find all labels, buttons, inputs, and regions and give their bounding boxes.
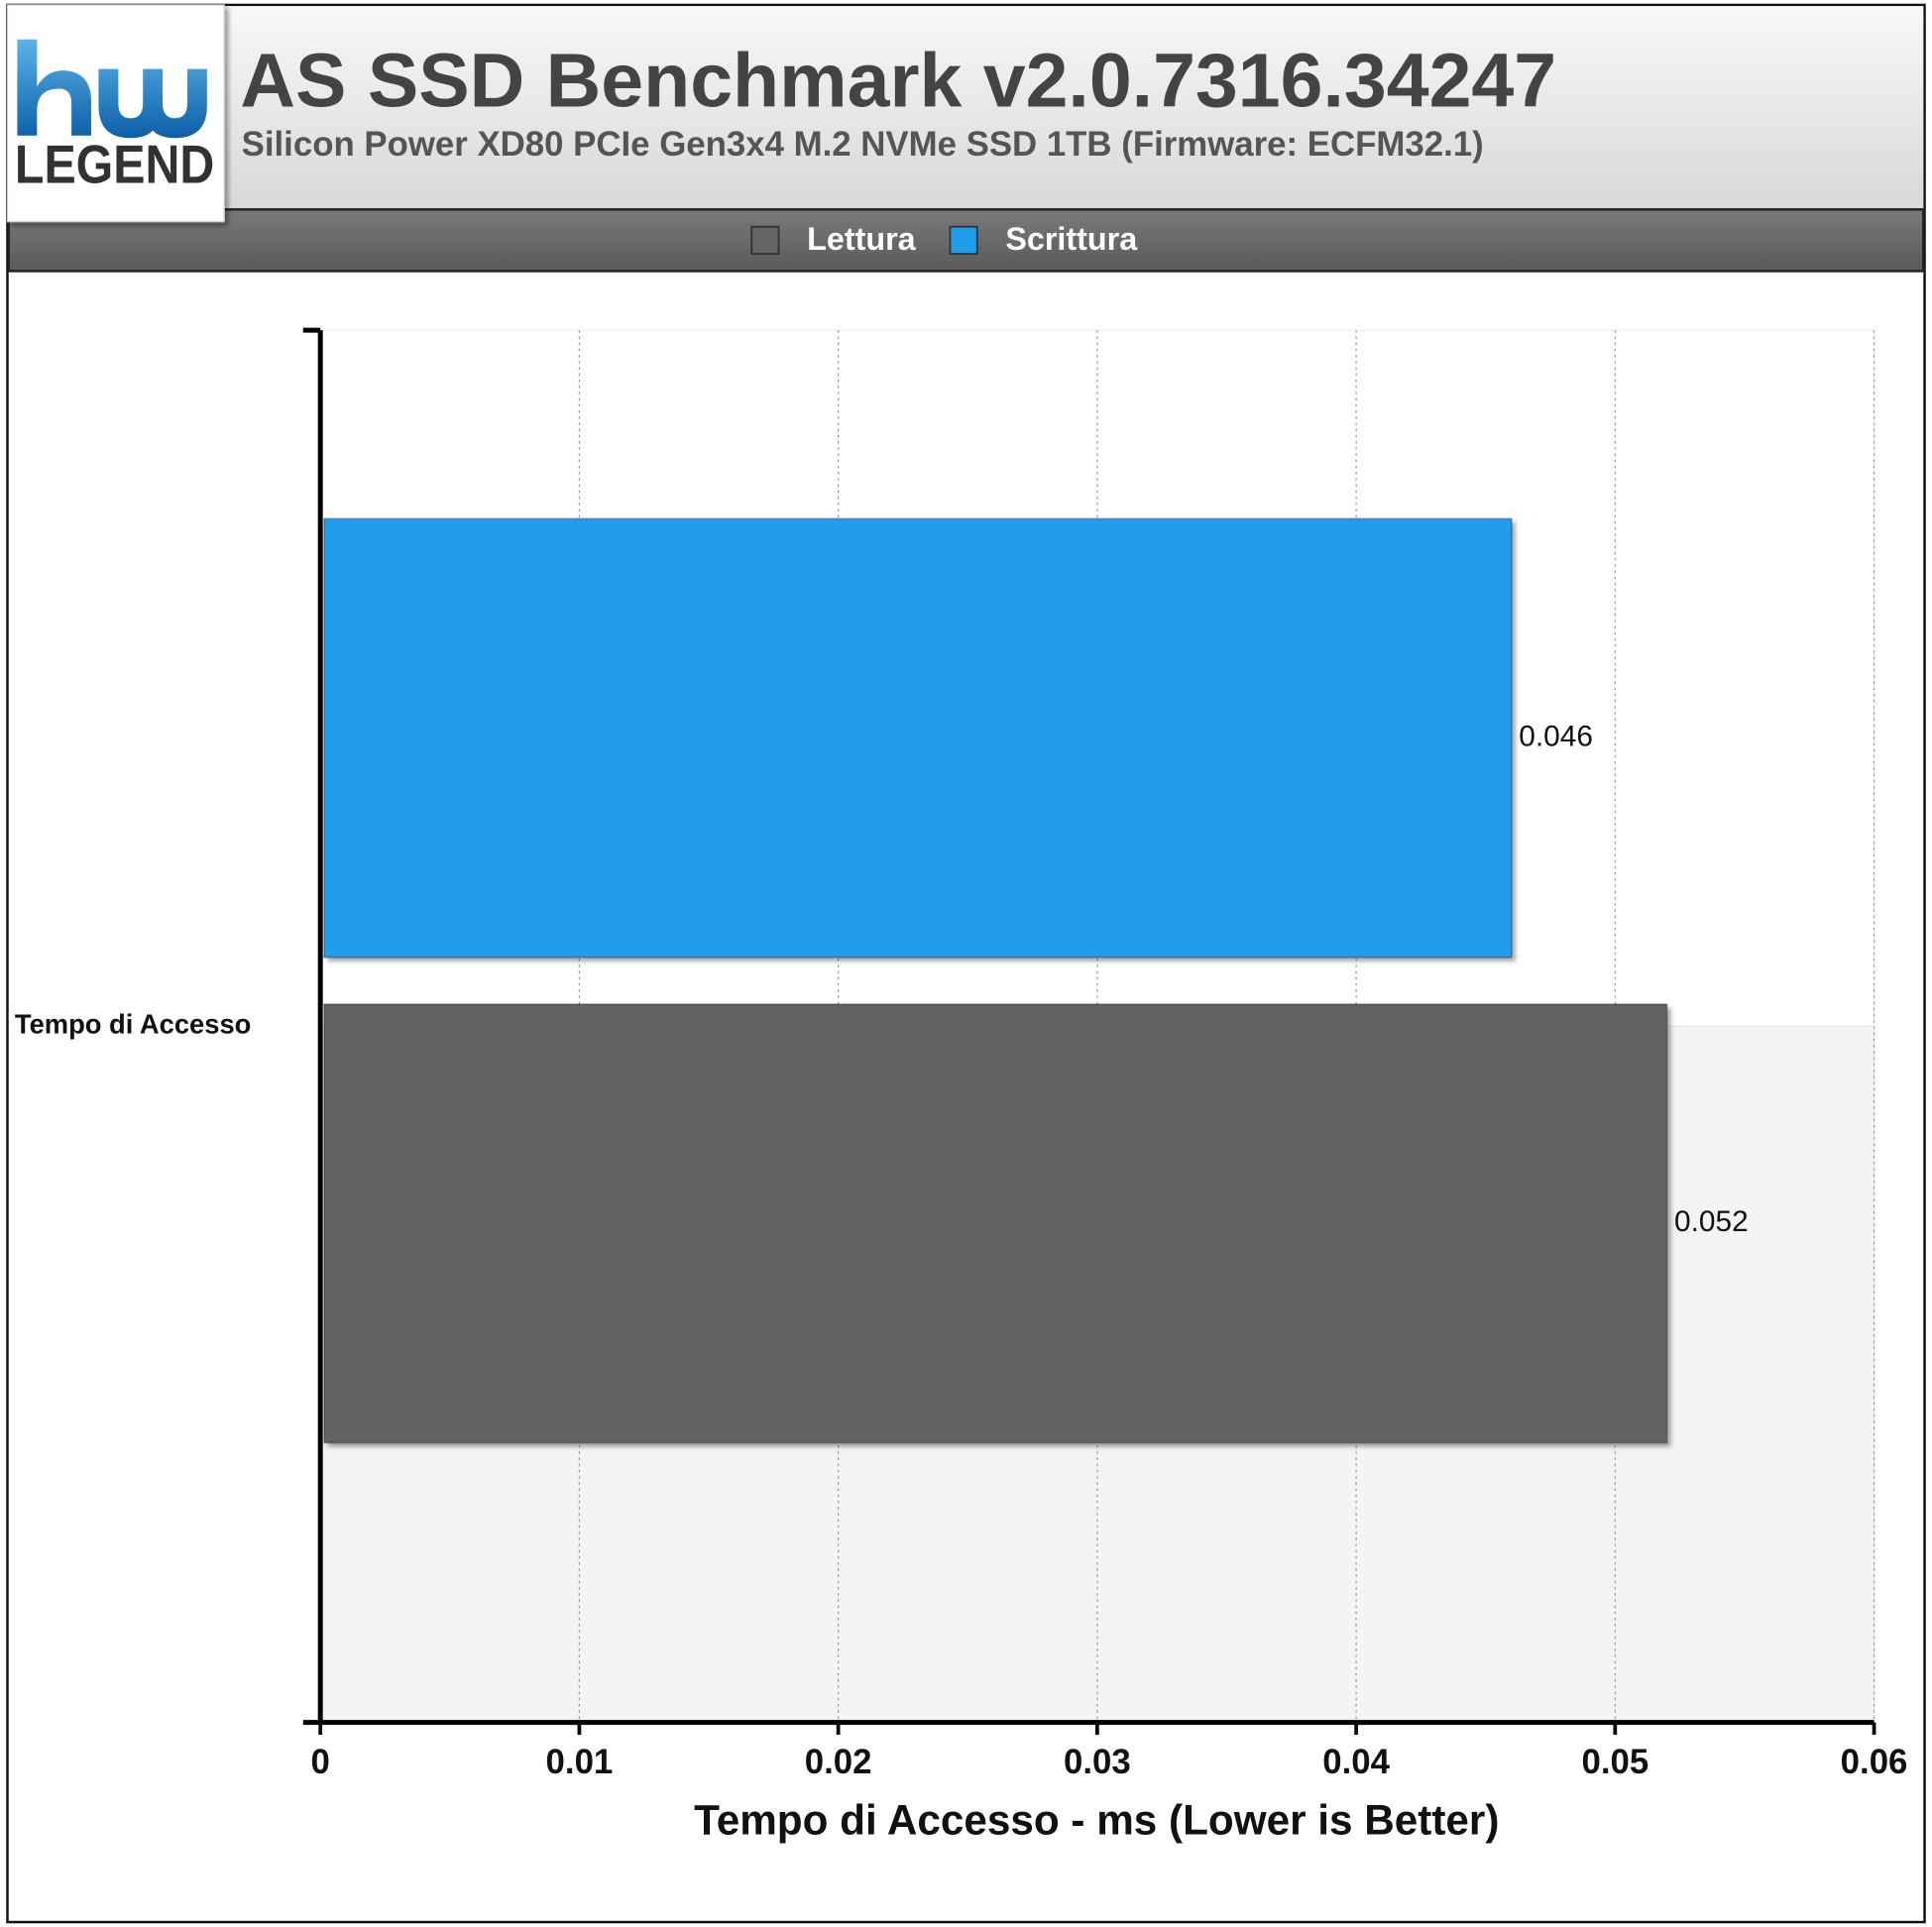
x-axis-title: Tempo di Accesso - ms (Lower is Better) — [694, 1797, 1499, 1844]
logo: LEGEND — [6, 4, 225, 223]
bar — [322, 517, 1513, 959]
x-tick-label: 0 — [311, 1743, 330, 1781]
legend-label: Scrittura — [1005, 221, 1138, 257]
x-tick-label: 0.04 — [1322, 1743, 1390, 1781]
value-label: 0.052 — [1674, 1205, 1749, 1238]
x-tick-label: 0.06 — [1841, 1743, 1908, 1781]
chart-subtitle: Silicon Power XD80 PCIe Gen3x4 M.2 NVMe … — [242, 125, 1484, 164]
value-label: 0.046 — [1519, 720, 1593, 752]
x-tick-label: 0.05 — [1581, 1743, 1648, 1781]
legend-swatch — [949, 225, 978, 255]
x-tick-label: 0.01 — [546, 1743, 614, 1781]
legend-swatch — [750, 225, 780, 255]
y-tick-label: Tempo di Accesso — [15, 1009, 251, 1040]
legend-label: Lettura — [807, 221, 916, 257]
logo-mark — [17, 39, 207, 139]
header — [8, 6, 1924, 210]
bar — [322, 1003, 1668, 1444]
logo-text: LEGEND — [15, 134, 214, 195]
x-tick-label: 0.02 — [805, 1743, 872, 1781]
x-tick-label: 0.03 — [1064, 1743, 1131, 1781]
chart-title: AS SSD Benchmark v2.0.7316.34247 — [240, 38, 1556, 123]
